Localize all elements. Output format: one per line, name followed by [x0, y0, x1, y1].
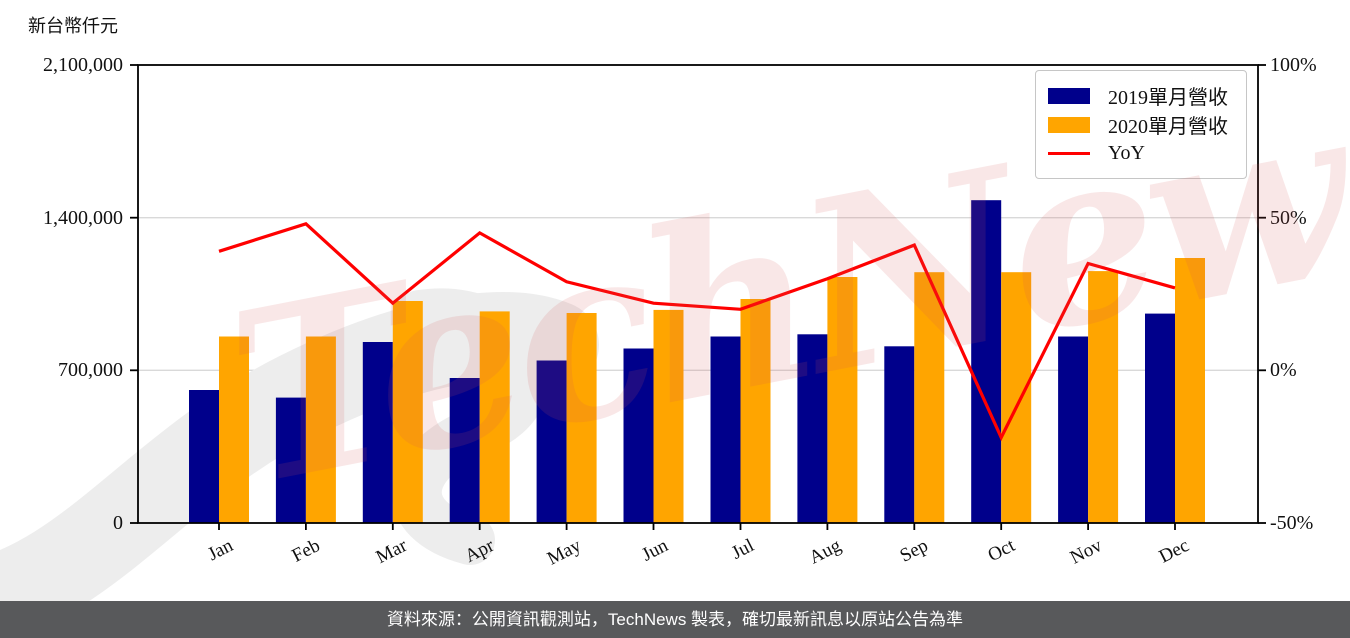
bar-2019-Aug	[797, 334, 828, 523]
tick-marks	[130, 64, 1266, 530]
right-axis-tick-50: 50%	[1270, 206, 1307, 229]
bar-2020-Jun	[653, 309, 684, 523]
bar-2019-Jun	[623, 348, 654, 523]
bar-2020-Dec	[1175, 258, 1205, 523]
legend-item-2019: 2019單月營收	[1048, 81, 1234, 110]
bar-2020-Apr	[479, 311, 510, 523]
bar-2019-May	[536, 360, 567, 523]
left-axis-unit-label: 新台幣仟元	[28, 16, 118, 36]
right-axis-tick--50: -50%	[1270, 512, 1314, 534]
right-axis-tick-100: 100%	[1270, 54, 1317, 76]
legend-swatch-2019-icon	[1048, 87, 1090, 104]
bar-2020-Sep	[914, 272, 945, 523]
bar-2020-Jan	[219, 336, 249, 523]
bar-2019-Dec	[1145, 313, 1175, 523]
left-axis-tick-2100000: 2,100,000	[43, 54, 123, 76]
bar-2020-Mar	[392, 301, 423, 523]
legend: 2019單月營收 2020單月營收 YoY	[1035, 70, 1247, 179]
legend-item-2020: 2020單月營收	[1048, 110, 1234, 139]
left-axis-tick-0: 0	[113, 512, 123, 534]
right-axis-tick-0: 0%	[1270, 359, 1297, 382]
bar-2020-May	[566, 313, 597, 523]
bar-2019-Feb	[275, 397, 306, 523]
legend-item-yoy: YoY	[1048, 139, 1234, 168]
bar-2020-Feb	[305, 336, 336, 523]
legend-swatch-2020-icon	[1048, 116, 1090, 133]
bar-2020-Aug	[827, 277, 858, 523]
plot-border	[137, 64, 1259, 524]
legend-label-2020: 2020單月營收	[1108, 116, 1228, 138]
bar-2020-Oct	[1001, 272, 1032, 523]
bar-2020-Nov	[1088, 271, 1119, 523]
footer-source-bar: 資料來源：公開資訊觀測站，TechNews 製表，確切最新訊息以原站公告為準	[0, 601, 1350, 638]
bar-2019-Apr	[449, 378, 480, 523]
bar-2019-Nov	[1058, 336, 1089, 523]
left-axis-tick-700000: 700,000	[58, 359, 123, 382]
bar-2019-Mar	[362, 342, 393, 523]
bar-2019-Sep	[884, 346, 915, 523]
legend-label-yoy: YoY	[1108, 142, 1145, 164]
bar-2019-Jul	[710, 336, 741, 523]
legend-label-2019: 2019單月營收	[1108, 87, 1228, 109]
legend-swatch-yoy-icon	[1048, 152, 1090, 155]
bar-2019-Jan	[189, 390, 219, 523]
bar-2019-Oct	[971, 200, 1002, 523]
left-axis-tick-1400000: 1,400,000	[43, 206, 123, 229]
bar-2020-Jul	[740, 299, 771, 523]
yoy-line	[218, 221, 1176, 442]
